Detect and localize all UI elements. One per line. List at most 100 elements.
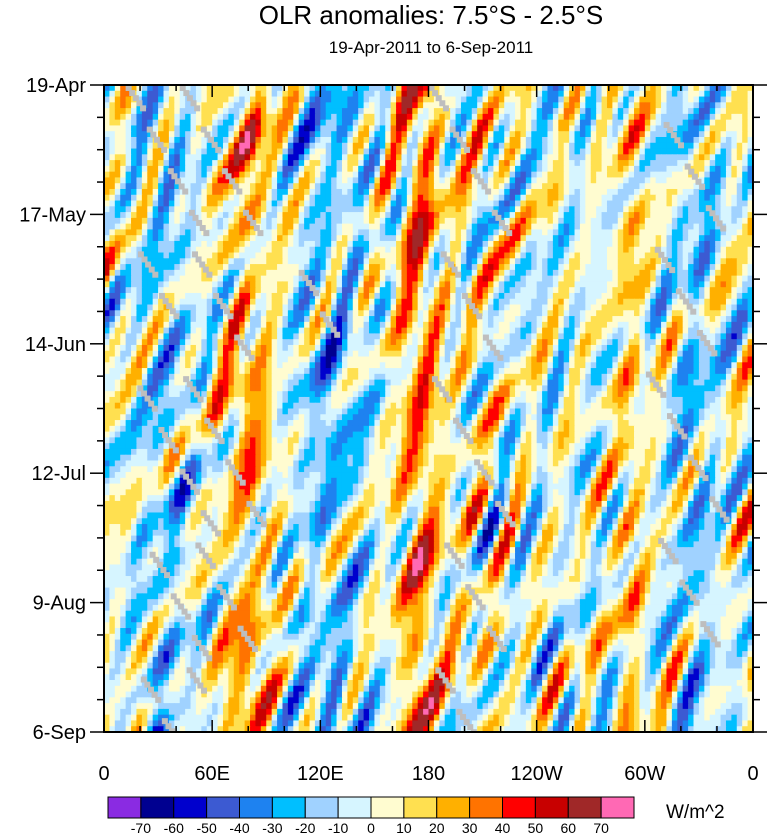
heatmap-cell bbox=[390, 298, 397, 306]
heatmap-cell bbox=[136, 229, 143, 236]
heatmap-cell bbox=[623, 136, 630, 144]
heatmap-cell bbox=[542, 200, 549, 207]
heatmap-cell bbox=[693, 287, 700, 294]
heatmap-cell bbox=[379, 229, 386, 236]
heatmap-cell bbox=[390, 223, 397, 231]
heatmap-cell bbox=[206, 85, 213, 92]
heatmap-cell bbox=[168, 292, 175, 300]
heatmap-cell bbox=[423, 136, 430, 144]
heatmap-cell bbox=[477, 240, 484, 248]
heatmap-cell bbox=[709, 206, 716, 213]
heatmap-cell bbox=[250, 281, 257, 288]
heatmap-cell bbox=[460, 160, 467, 167]
heatmap-cell bbox=[358, 200, 365, 207]
heatmap-cell bbox=[720, 269, 727, 277]
heatmap-cell bbox=[617, 148, 624, 155]
heatmap-cell bbox=[314, 171, 321, 179]
heatmap-cell bbox=[742, 142, 749, 150]
heatmap-cell bbox=[201, 102, 208, 109]
heatmap-cell bbox=[671, 154, 678, 161]
heatmap-cell bbox=[228, 229, 235, 236]
heatmap-cell bbox=[698, 258, 705, 265]
heatmap-cell bbox=[688, 206, 695, 213]
heatmap-cell bbox=[239, 194, 246, 202]
heatmap-cell bbox=[590, 316, 597, 323]
heatmap-cell bbox=[439, 188, 446, 196]
heatmap-cell bbox=[628, 212, 635, 219]
heatmap-cell bbox=[401, 85, 408, 92]
heatmap-cell bbox=[417, 102, 424, 109]
heatmap-cell bbox=[552, 223, 559, 231]
heatmap-cell bbox=[634, 292, 641, 300]
heatmap-cell bbox=[352, 90, 359, 98]
heatmap-cell bbox=[120, 212, 127, 219]
heatmap-cell bbox=[369, 113, 376, 121]
heatmap-cell bbox=[423, 287, 430, 294]
heatmap-cell bbox=[341, 136, 348, 144]
heatmap-cell bbox=[596, 131, 603, 138]
heatmap-cell bbox=[244, 246, 251, 254]
heatmap-cell bbox=[671, 200, 678, 207]
heatmap-cell bbox=[255, 217, 262, 225]
heatmap-cell bbox=[493, 281, 500, 288]
heatmap-cell bbox=[736, 281, 743, 288]
heatmap-cell bbox=[271, 154, 278, 161]
heatmap-cell bbox=[331, 206, 338, 213]
heatmap-cell bbox=[520, 171, 527, 179]
heatmap-cell bbox=[401, 269, 408, 277]
heatmap-cell bbox=[174, 194, 181, 202]
heatmap-cell bbox=[282, 131, 289, 138]
heatmap-cell bbox=[131, 183, 138, 190]
heatmap-cell bbox=[579, 119, 586, 127]
heatmap-cell bbox=[309, 310, 316, 317]
heatmap-cell bbox=[682, 258, 689, 265]
heatmap-cell bbox=[260, 148, 267, 155]
heatmap-cell bbox=[212, 321, 219, 329]
heatmap-cell bbox=[114, 298, 121, 306]
heatmap-cell bbox=[412, 252, 419, 259]
heatmap-cell bbox=[482, 235, 489, 242]
heatmap-cell bbox=[623, 298, 630, 306]
heatmap-cell bbox=[509, 108, 516, 115]
heatmap-cell bbox=[239, 258, 246, 265]
heatmap-cell bbox=[477, 108, 484, 115]
heatmap-cell bbox=[320, 217, 327, 225]
heatmap-cell bbox=[406, 171, 413, 179]
heatmap-cell bbox=[239, 298, 246, 306]
heatmap-cell bbox=[477, 194, 484, 202]
heatmap-cell bbox=[309, 235, 316, 242]
heatmap-cell bbox=[558, 275, 565, 283]
heatmap-cell bbox=[147, 310, 154, 317]
heatmap-cell bbox=[304, 183, 311, 190]
heatmap-cell bbox=[639, 177, 646, 184]
heatmap-cell bbox=[666, 235, 673, 242]
heatmap-cell bbox=[131, 160, 138, 167]
heatmap-cell bbox=[617, 292, 624, 300]
heatmap-cell bbox=[509, 194, 516, 202]
heatmap-cell bbox=[336, 264, 343, 271]
heatmap-cell bbox=[406, 275, 413, 283]
heatmap-cell bbox=[655, 154, 662, 161]
heatmap-cell bbox=[666, 154, 673, 161]
heatmap-cell bbox=[131, 131, 138, 138]
heatmap-cell bbox=[374, 102, 381, 109]
heatmap-cell bbox=[179, 148, 186, 155]
heatmap-cell bbox=[444, 96, 451, 103]
heatmap-cell bbox=[369, 304, 376, 311]
heatmap-cell bbox=[217, 264, 224, 271]
heatmap-cell bbox=[725, 148, 732, 155]
heatmap-cell bbox=[482, 252, 489, 259]
heatmap-cell bbox=[552, 217, 559, 225]
heatmap-cell bbox=[287, 258, 294, 265]
heatmap-cell bbox=[596, 85, 603, 92]
heatmap-cell bbox=[477, 136, 484, 144]
heatmap-cell bbox=[666, 310, 673, 317]
heatmap-cell bbox=[563, 96, 570, 103]
heatmap-cell bbox=[742, 160, 749, 167]
heatmap-cell bbox=[341, 119, 348, 127]
heatmap-cell bbox=[309, 90, 316, 98]
heatmap-cell bbox=[282, 194, 289, 202]
heatmap-cell bbox=[493, 258, 500, 265]
heatmap-cell bbox=[731, 229, 738, 236]
heatmap-cell bbox=[487, 281, 494, 288]
